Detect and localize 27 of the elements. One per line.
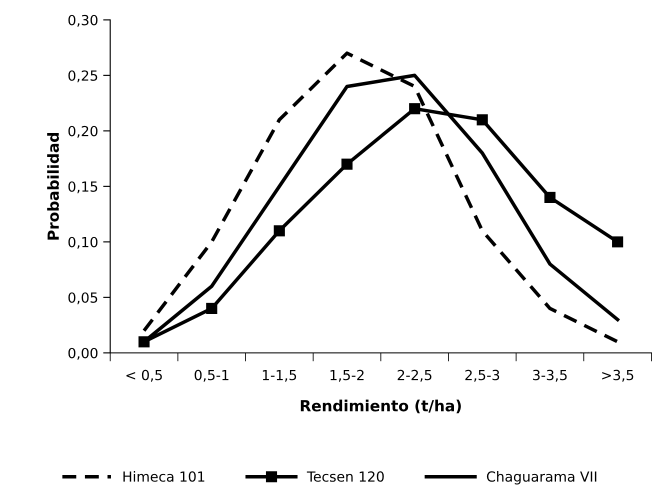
y-tick-label: 0,30 bbox=[68, 14, 98, 27]
legend-label: Chaguarama VII bbox=[486, 471, 596, 484]
legend-label: Himeca 101 bbox=[123, 471, 204, 482]
y-tick-label: 0,10 bbox=[68, 236, 98, 249]
point bbox=[476, 114, 488, 126]
x-tick-label: 3-3,5 bbox=[533, 370, 567, 382]
point bbox=[274, 225, 285, 236]
x-tick-label: 2-2,5 bbox=[398, 370, 432, 382]
point bbox=[206, 302, 218, 314]
x-axis-title: Rendimiento (t/ha) bbox=[300, 400, 461, 414]
y-tick-label: 0,15 bbox=[68, 181, 98, 194]
x-tick-label: 1,5-2 bbox=[330, 370, 364, 382]
y-tick-label: 0,00 bbox=[68, 348, 98, 360]
x-tick-label: >3,5 bbox=[602, 370, 634, 382]
y-axis-title: Probabilidad bbox=[47, 133, 59, 240]
x-tick-label: 2,5-3 bbox=[465, 370, 500, 382]
x-tick-label: 1-1,5 bbox=[262, 370, 296, 382]
x-tick-label: < 0,5 bbox=[126, 370, 162, 382]
point bbox=[341, 158, 353, 170]
x-tick-label: 0,5-1 bbox=[194, 370, 228, 382]
y-tick-label: 0,25 bbox=[68, 70, 98, 82]
point bbox=[409, 103, 420, 114]
legend-label: Tecsen 120 bbox=[306, 471, 384, 482]
y-tick-label: 0,05 bbox=[68, 292, 98, 304]
point bbox=[612, 236, 624, 248]
y-tick-label: 0,20 bbox=[68, 126, 98, 138]
point bbox=[544, 192, 556, 204]
